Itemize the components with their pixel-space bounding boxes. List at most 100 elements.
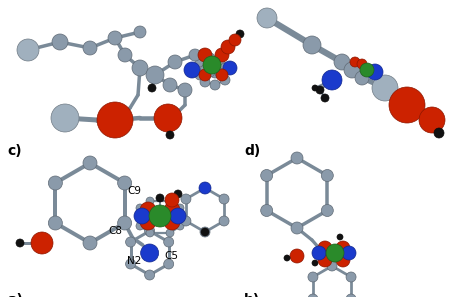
Circle shape	[312, 246, 326, 260]
Circle shape	[145, 226, 155, 236]
Circle shape	[166, 229, 174, 237]
Circle shape	[389, 87, 425, 123]
Circle shape	[184, 62, 200, 78]
Circle shape	[126, 237, 136, 247]
Circle shape	[229, 34, 241, 46]
Circle shape	[148, 84, 156, 92]
Circle shape	[146, 229, 154, 237]
Circle shape	[48, 176, 63, 190]
Circle shape	[336, 253, 350, 267]
Circle shape	[141, 244, 159, 262]
Circle shape	[261, 205, 273, 217]
Circle shape	[189, 49, 201, 61]
Circle shape	[367, 64, 383, 80]
Circle shape	[346, 272, 356, 282]
Circle shape	[163, 78, 177, 92]
Circle shape	[357, 59, 367, 69]
Circle shape	[166, 131, 174, 139]
Circle shape	[220, 63, 230, 73]
Circle shape	[221, 40, 235, 54]
Circle shape	[140, 202, 156, 218]
Circle shape	[257, 8, 277, 28]
Text: c): c)	[7, 144, 22, 158]
Circle shape	[126, 259, 136, 269]
Circle shape	[203, 56, 221, 74]
Circle shape	[303, 36, 321, 54]
Circle shape	[146, 197, 154, 205]
Circle shape	[83, 41, 97, 55]
Circle shape	[48, 216, 63, 230]
Circle shape	[17, 39, 39, 61]
Text: C9: C9	[128, 186, 142, 196]
Circle shape	[16, 239, 24, 247]
Circle shape	[199, 182, 211, 194]
Circle shape	[215, 68, 225, 78]
Circle shape	[108, 31, 122, 45]
Circle shape	[149, 205, 171, 227]
Circle shape	[216, 69, 228, 81]
Circle shape	[291, 152, 303, 164]
Circle shape	[140, 214, 156, 230]
Circle shape	[31, 232, 53, 254]
Circle shape	[322, 70, 342, 90]
Circle shape	[156, 194, 164, 202]
Circle shape	[321, 205, 333, 217]
Circle shape	[195, 57, 205, 67]
Circle shape	[164, 237, 173, 247]
Circle shape	[51, 104, 79, 132]
Circle shape	[176, 204, 184, 212]
Text: b): b)	[244, 293, 260, 297]
Circle shape	[321, 94, 329, 102]
Circle shape	[326, 244, 344, 262]
Circle shape	[168, 55, 182, 69]
Circle shape	[164, 202, 180, 218]
Circle shape	[166, 197, 174, 205]
Circle shape	[219, 216, 229, 226]
Circle shape	[165, 193, 179, 207]
Circle shape	[318, 253, 332, 267]
Text: a): a)	[7, 293, 23, 297]
Circle shape	[337, 234, 343, 240]
Circle shape	[419, 107, 445, 133]
Circle shape	[372, 75, 398, 101]
Circle shape	[291, 222, 303, 234]
Circle shape	[236, 30, 244, 38]
Circle shape	[167, 212, 179, 224]
Circle shape	[134, 26, 146, 38]
Circle shape	[118, 176, 132, 190]
Circle shape	[146, 66, 164, 84]
Circle shape	[223, 61, 237, 75]
Text: d): d)	[244, 144, 260, 158]
Circle shape	[136, 204, 144, 212]
Circle shape	[220, 75, 230, 85]
Text: C8: C8	[109, 226, 123, 236]
Circle shape	[198, 48, 212, 62]
Circle shape	[308, 272, 318, 282]
Circle shape	[200, 65, 210, 75]
Circle shape	[195, 70, 205, 80]
Circle shape	[164, 259, 173, 269]
Circle shape	[312, 85, 318, 91]
Circle shape	[199, 69, 211, 81]
Circle shape	[342, 246, 356, 260]
Circle shape	[154, 104, 182, 132]
Circle shape	[136, 222, 144, 230]
Circle shape	[318, 241, 332, 255]
Circle shape	[146, 215, 154, 223]
Circle shape	[200, 77, 210, 87]
Circle shape	[146, 211, 154, 219]
Circle shape	[134, 208, 150, 224]
Circle shape	[164, 214, 180, 230]
Circle shape	[174, 190, 182, 198]
Circle shape	[261, 170, 273, 181]
Circle shape	[166, 215, 174, 223]
Circle shape	[346, 294, 356, 297]
Circle shape	[350, 57, 360, 67]
Circle shape	[83, 236, 97, 250]
Circle shape	[312, 260, 318, 266]
Circle shape	[83, 156, 97, 170]
Circle shape	[434, 128, 444, 138]
Circle shape	[321, 170, 333, 181]
Circle shape	[97, 102, 133, 138]
Text: C5: C5	[164, 251, 179, 261]
